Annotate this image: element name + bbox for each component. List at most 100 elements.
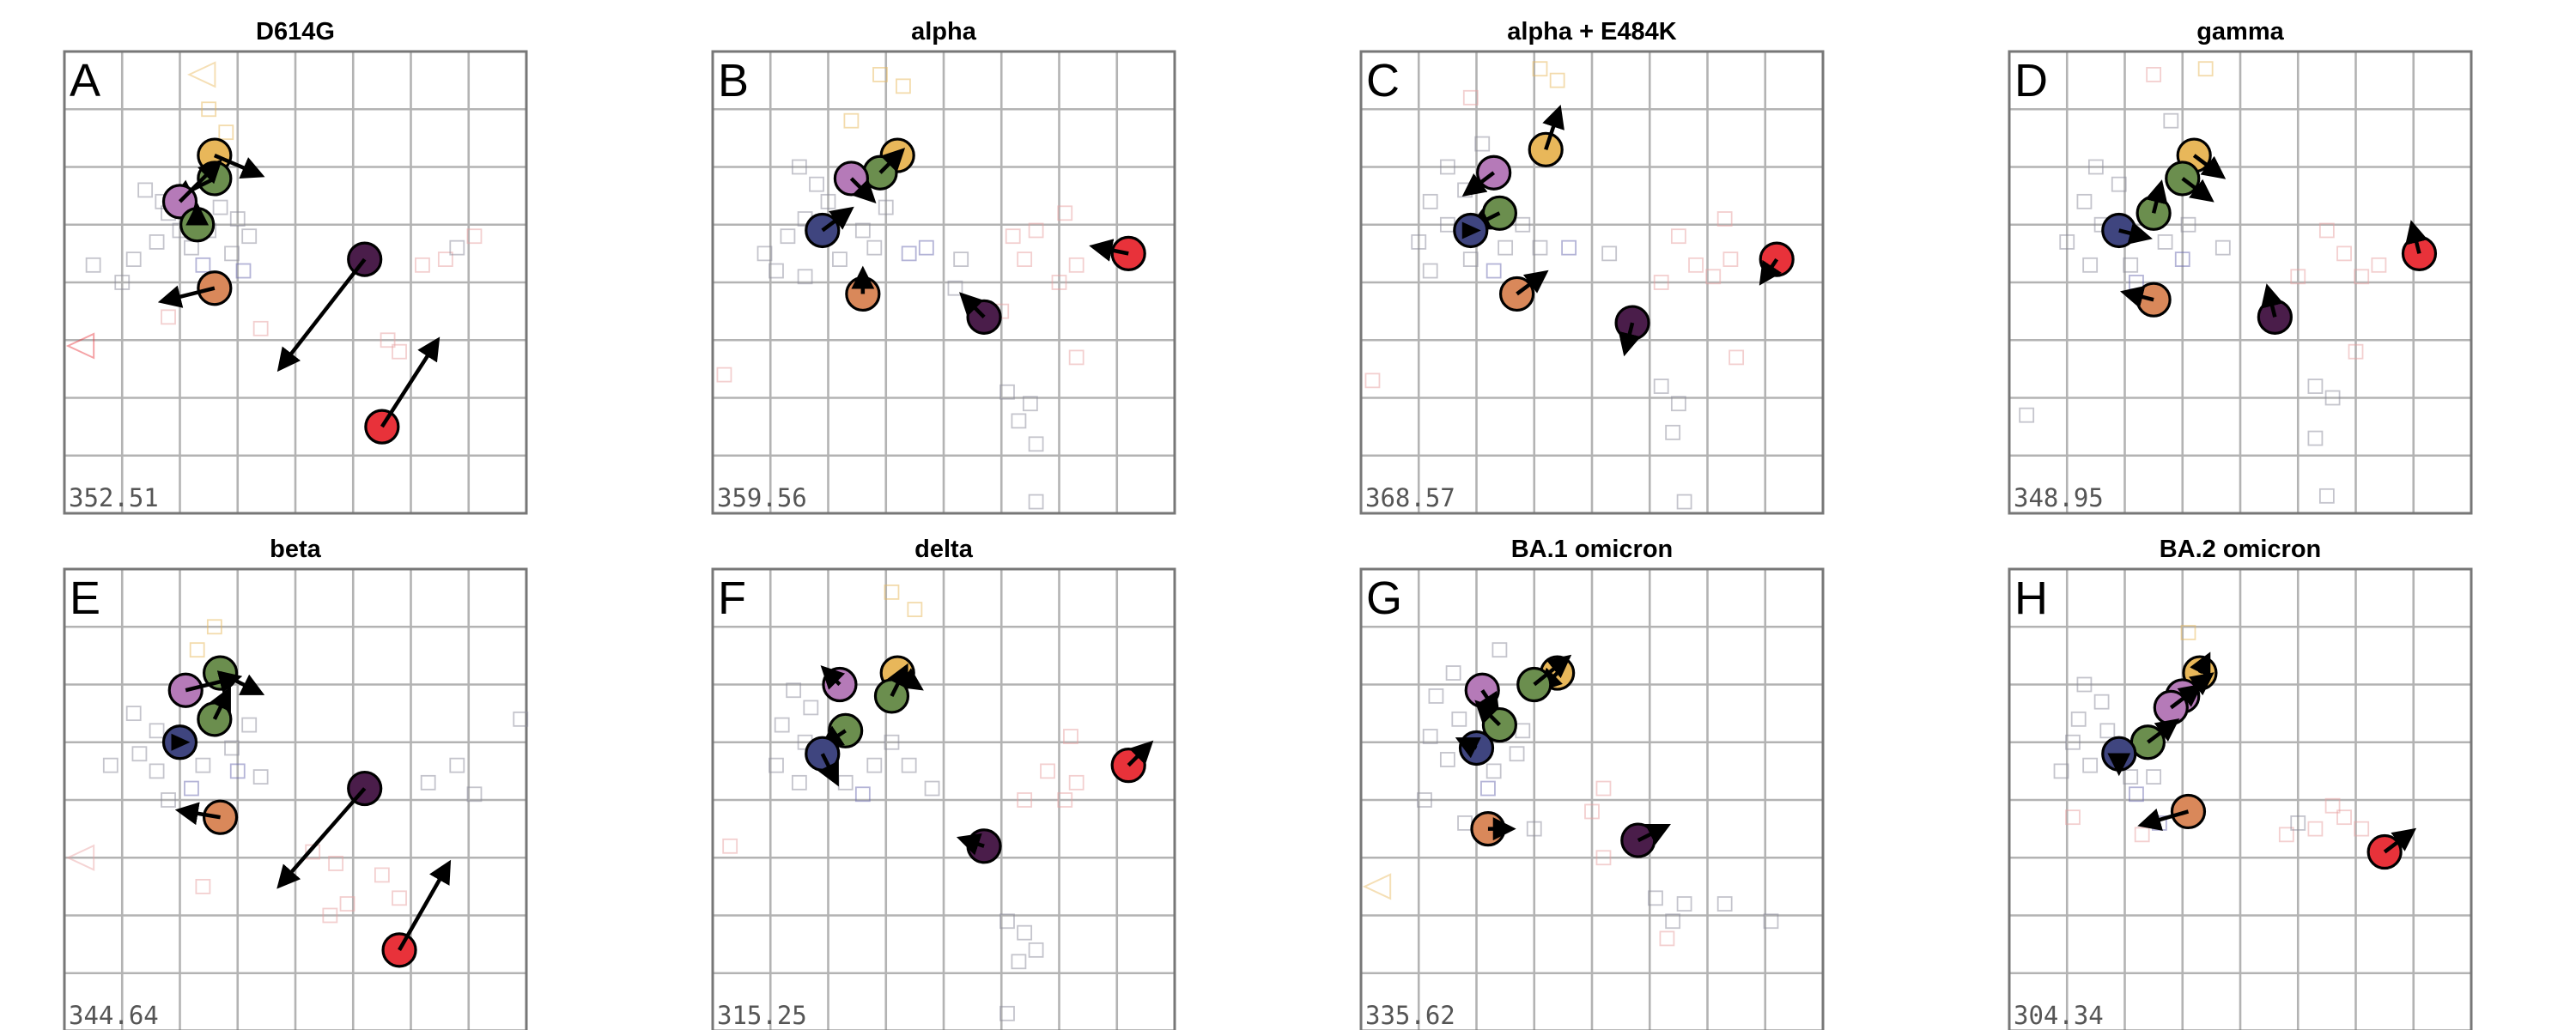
- movement-arrow: [958, 292, 986, 318]
- serum-point: [722, 838, 738, 854]
- serum-point: [224, 740, 240, 756]
- serum-point: [1498, 239, 1514, 256]
- movement-arrow: [1618, 322, 1641, 357]
- serum-point: [2065, 809, 2081, 826]
- serum-point: [2157, 234, 2173, 250]
- movement-arrow: [171, 733, 191, 751]
- movement-arrow: [210, 686, 231, 720]
- stress-value: 359.56: [717, 483, 807, 512]
- serum-point: [2019, 407, 2035, 423]
- movement-arrow: [887, 663, 908, 697]
- serum-point: [235, 263, 252, 279]
- panel-grid: D614G A 352.51 alpha B 359.56 alpha + E484K C 36…: [63, 18, 2473, 1030]
- serum-point: [918, 239, 934, 256]
- serum-point: [2354, 269, 2370, 285]
- plot-frame: [2008, 567, 2473, 1030]
- panel-letter: E: [70, 573, 100, 624]
- serum-point: [924, 780, 940, 797]
- serum-point: [420, 774, 436, 791]
- serum-point: [2348, 343, 2364, 360]
- serum-point: [2070, 711, 2087, 727]
- serum-point: [149, 723, 165, 739]
- serum-point: [832, 251, 848, 268]
- stress-value: 368.57: [1365, 483, 1455, 512]
- serum-point: [1439, 752, 1455, 767]
- movement-arrow: [1089, 239, 1129, 262]
- serum-point: [1068, 349, 1084, 366]
- serum-point: [1515, 723, 1531, 739]
- serum-point: [466, 228, 483, 245]
- serum-point: [2180, 216, 2196, 233]
- serum-point: [2163, 112, 2179, 129]
- serum-point: [1728, 349, 1745, 366]
- serum-point: [1561, 239, 1577, 256]
- serum-point: [1670, 228, 1686, 245]
- serum-point: [1480, 780, 1496, 797]
- serum-point: [449, 239, 465, 256]
- serum-point: [854, 222, 871, 239]
- serum-point: [195, 878, 211, 894]
- serum-point: [374, 867, 390, 883]
- serum-point: [241, 228, 258, 245]
- serum-point: [896, 78, 911, 94]
- serum-point: [212, 199, 228, 215]
- serum-point: [797, 269, 813, 285]
- serum-point: [2076, 193, 2093, 209]
- panel-letter: F: [718, 573, 746, 624]
- serum-point: [866, 757, 883, 773]
- movement-arrow: [276, 787, 367, 889]
- panel-letter: G: [1366, 573, 1402, 624]
- panel-title: alpha + E484K: [1507, 18, 1677, 45]
- antigen-point: [1481, 195, 1518, 231]
- movement-arrow: [157, 285, 216, 308]
- serum-point: [1515, 216, 1531, 233]
- serum-point: [1676, 494, 1692, 510]
- serum-point: [2087, 159, 2104, 175]
- serum-point: [1584, 803, 1600, 820]
- plot-frame: [711, 50, 1176, 515]
- serum-point: [1532, 239, 1548, 256]
- serum-point: [2146, 67, 2162, 82]
- stress-value: 352.51: [69, 483, 159, 512]
- serum-point: [449, 757, 465, 773]
- serum-point: [1445, 665, 1461, 681]
- serum-point: [2099, 723, 2116, 739]
- serum-point: [2123, 257, 2139, 273]
- serum-point: [252, 320, 269, 336]
- serum-point: [774, 717, 790, 733]
- movement-arrow: [1637, 823, 1671, 845]
- serum-point: [1439, 159, 1455, 175]
- serum-point: [2336, 245, 2352, 262]
- serum-point: [201, 101, 217, 118]
- serum-point: [1428, 688, 1444, 704]
- serum-point: [901, 245, 917, 262]
- serum-point: [769, 263, 784, 279]
- serum-triangle-point: [1362, 873, 1392, 900]
- serum-point: [252, 769, 269, 785]
- serum-point: [1422, 263, 1438, 279]
- serum-point: [2134, 827, 2150, 843]
- serum-point: [161, 309, 176, 325]
- serum-point: [1653, 379, 1669, 394]
- serum-point: [2065, 734, 2081, 750]
- movement-arrow: [1455, 737, 1481, 759]
- serum-point: [1364, 373, 1381, 389]
- movement-arrow: [2192, 154, 2227, 179]
- serum-point: [189, 642, 205, 658]
- movement-arrow: [2147, 718, 2180, 744]
- serum-point: [218, 124, 234, 141]
- serum-point: [161, 792, 176, 808]
- movement-arrow: [2181, 177, 2215, 203]
- serum-point: [1017, 924, 1033, 941]
- panel-letter: A: [70, 55, 100, 106]
- serum-point: [2111, 176, 2127, 192]
- serum-point: [392, 343, 407, 360]
- plot-frame: [63, 50, 528, 515]
- serum-point: [2307, 430, 2324, 446]
- serum-point: [843, 112, 860, 129]
- serum-point: [466, 786, 483, 803]
- panel-title: BA.2 omicron: [2160, 536, 2322, 563]
- map-panel-b: alpha B 359.56: [711, 18, 1176, 515]
- map-panel-a: D614G A 352.51: [63, 18, 528, 515]
